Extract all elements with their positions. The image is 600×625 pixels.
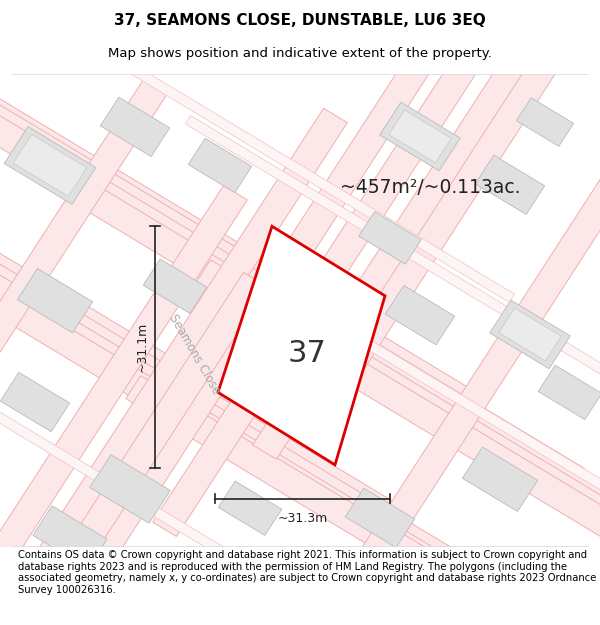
Polygon shape [218, 226, 385, 465]
Polygon shape [33, 506, 107, 569]
Polygon shape [6, 298, 600, 625]
Polygon shape [100, 97, 170, 156]
Polygon shape [228, 253, 370, 446]
Text: 37: 37 [287, 339, 326, 368]
Polygon shape [218, 481, 282, 536]
Text: ~457m²/~0.113ac.: ~457m²/~0.113ac. [340, 178, 521, 197]
Polygon shape [0, 108, 347, 625]
Polygon shape [362, 0, 600, 561]
Polygon shape [323, 0, 600, 396]
Polygon shape [17, 269, 92, 333]
Polygon shape [0, 79, 167, 625]
Polygon shape [196, 260, 600, 625]
Polygon shape [0, 372, 70, 432]
Polygon shape [253, 0, 600, 459]
Polygon shape [126, 376, 600, 625]
Text: Contains OS data © Crown copyright and database right 2021. This information is : Contains OS data © Crown copyright and d… [18, 550, 596, 595]
Polygon shape [0, 0, 364, 341]
Polygon shape [85, 38, 515, 302]
Polygon shape [345, 488, 415, 548]
Text: ~31.1m: ~31.1m [136, 322, 149, 372]
Polygon shape [475, 155, 545, 214]
Polygon shape [143, 259, 207, 313]
Text: Seamons Close: Seamons Close [167, 311, 223, 396]
Polygon shape [0, 186, 247, 625]
Polygon shape [152, 0, 547, 536]
Polygon shape [90, 454, 170, 523]
Polygon shape [53, 31, 448, 619]
Polygon shape [538, 365, 600, 419]
Polygon shape [276, 318, 600, 625]
Polygon shape [490, 300, 570, 369]
Polygon shape [0, 376, 365, 625]
Polygon shape [359, 211, 421, 264]
Polygon shape [0, 221, 504, 602]
Polygon shape [0, 144, 394, 525]
Polygon shape [0, 110, 584, 491]
Polygon shape [4, 127, 96, 204]
Polygon shape [385, 286, 455, 345]
Polygon shape [0, 272, 268, 625]
Polygon shape [380, 102, 460, 171]
Polygon shape [265, 279, 600, 544]
Polygon shape [13, 134, 87, 196]
Polygon shape [463, 447, 538, 511]
Polygon shape [499, 308, 561, 361]
Text: 37, SEAMONS CLOSE, DUNSTABLE, LU6 3EQ: 37, SEAMONS CLOSE, DUNSTABLE, LU6 3EQ [114, 13, 486, 28]
Text: ~31.3m: ~31.3m [277, 512, 328, 525]
Polygon shape [185, 116, 600, 379]
Polygon shape [517, 98, 574, 146]
Polygon shape [86, 188, 600, 569]
Polygon shape [0, 33, 474, 414]
Polygon shape [0, 67, 284, 448]
Polygon shape [389, 110, 451, 163]
Polygon shape [188, 138, 252, 192]
Text: Map shows position and indicative extent of the property.: Map shows position and indicative extent… [108, 47, 492, 59]
